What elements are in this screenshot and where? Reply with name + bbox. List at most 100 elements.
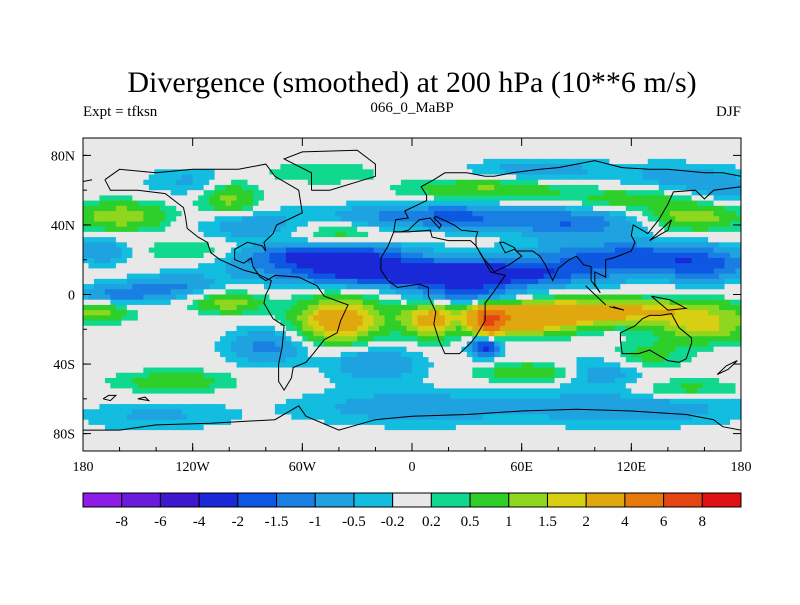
field-cell	[598, 148, 605, 155]
field-cell	[581, 257, 588, 264]
field-cell	[724, 216, 731, 222]
field-cell	[329, 195, 336, 201]
field-cell	[187, 294, 194, 301]
field-cell	[642, 268, 649, 275]
field-cell	[653, 138, 660, 144]
field-cell	[280, 143, 287, 149]
field-cell	[154, 325, 161, 332]
field-cell	[483, 315, 490, 321]
field-cell	[691, 273, 698, 280]
field-cell	[444, 336, 451, 342]
field-cell	[159, 346, 166, 353]
field-cell	[258, 231, 265, 238]
field-cell	[609, 169, 616, 175]
field-cell	[669, 310, 676, 316]
field-cell	[231, 289, 237, 295]
field-cell	[730, 164, 736, 170]
field-cell	[691, 325, 698, 332]
field-cell	[187, 289, 194, 295]
field-cell	[510, 252, 517, 259]
field-cell	[313, 331, 320, 337]
field-cell	[406, 237, 413, 243]
field-cell	[220, 190, 226, 196]
field-cell	[472, 299, 479, 306]
field-cell	[433, 278, 440, 285]
field-cell	[313, 221, 320, 228]
field-cell	[675, 315, 682, 321]
field-cell	[433, 242, 440, 248]
field-cell	[658, 158, 665, 165]
field-cell	[318, 237, 325, 243]
field-cell	[379, 247, 385, 254]
field-cell	[653, 190, 660, 196]
field-cell	[187, 231, 194, 238]
field-cell	[647, 143, 654, 149]
field-cell	[412, 242, 418, 248]
field-cell	[724, 153, 731, 160]
field-cell	[576, 268, 583, 275]
field-cell	[719, 294, 725, 301]
field-cell	[252, 158, 259, 165]
field-cell	[702, 336, 709, 342]
field-cell	[159, 294, 166, 301]
field-cell	[340, 315, 347, 321]
field-cell	[702, 226, 709, 233]
field-cell	[625, 190, 632, 196]
field-cell	[280, 268, 287, 275]
field-cell	[181, 205, 188, 212]
field-cell	[675, 216, 682, 222]
field-cell	[170, 289, 177, 295]
field-cell	[395, 315, 402, 321]
field-cell	[285, 205, 292, 212]
field-cell	[351, 174, 358, 181]
field-cell	[636, 278, 643, 285]
field-cell	[625, 252, 632, 259]
field-cell	[658, 299, 665, 306]
field-cell	[581, 153, 588, 160]
field-cell	[636, 257, 643, 264]
field-cell	[422, 195, 429, 201]
field-cell	[285, 226, 292, 233]
field-cell	[192, 257, 199, 264]
field-cell	[83, 226, 89, 233]
field-cell	[198, 341, 205, 348]
field-cell	[346, 294, 353, 301]
field-cell	[581, 226, 588, 233]
field-cell	[647, 205, 654, 212]
field-cell	[159, 174, 166, 181]
field-cell	[214, 341, 221, 348]
field-cell	[258, 304, 265, 311]
field-cell	[609, 231, 616, 238]
field-cell	[554, 179, 561, 186]
field-cell	[691, 341, 698, 348]
field-cell	[439, 164, 446, 170]
field-cell	[93, 247, 100, 254]
field-cell	[83, 294, 89, 301]
field-cell	[592, 325, 599, 332]
field-cell	[433, 336, 440, 342]
field-cell	[702, 289, 709, 295]
field-cell	[126, 278, 133, 285]
field-cell	[609, 143, 616, 149]
field-cell	[428, 242, 435, 248]
field-cell	[444, 320, 451, 327]
field-cell	[631, 221, 638, 228]
field-cell	[143, 252, 150, 259]
field-cell	[719, 164, 725, 170]
field-cell	[543, 216, 550, 222]
field-cell	[505, 341, 512, 348]
field-cell	[132, 174, 139, 181]
field-cell	[335, 143, 342, 149]
field-cell	[636, 231, 643, 238]
field-cell	[527, 247, 534, 254]
field-cell	[719, 153, 725, 160]
field-cell	[691, 195, 698, 201]
field-cell	[198, 284, 205, 290]
field-cell	[417, 278, 424, 285]
field-cell	[658, 200, 665, 207]
field-cell	[642, 190, 649, 196]
field-cell	[143, 284, 150, 290]
field-cell	[412, 138, 418, 144]
field-cell	[187, 331, 194, 337]
field-cell	[658, 221, 665, 228]
